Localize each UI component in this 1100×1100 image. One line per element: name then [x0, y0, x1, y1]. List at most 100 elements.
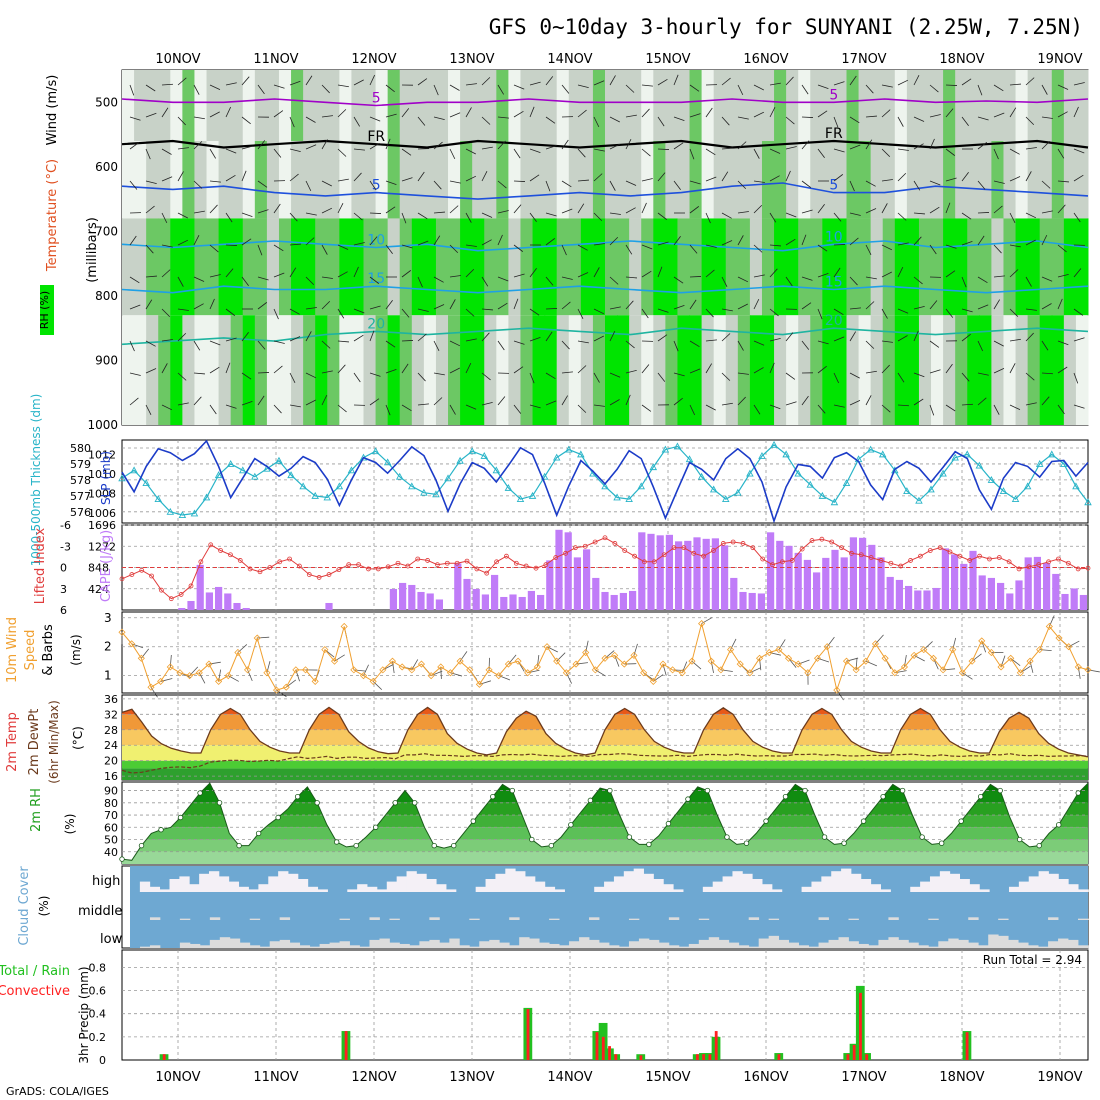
wind-barb — [769, 362, 775, 374]
cloud-cell — [1028, 876, 1040, 892]
cape-bar — [997, 582, 1005, 610]
wind-barb — [417, 333, 427, 342]
cape-bar — [886, 576, 894, 610]
humidity-marker — [626, 834, 633, 840]
contour-label: FR — [825, 126, 843, 142]
wind-barb — [257, 372, 270, 374]
wind-barb — [353, 242, 365, 246]
wind-barb — [529, 174, 540, 182]
wind-barb — [1009, 244, 1021, 248]
rh-cell — [278, 315, 292, 425]
humidity-marker — [1036, 842, 1042, 849]
wind-barb — [1073, 148, 1085, 154]
wind-barb — [289, 80, 301, 86]
wind-barb — [193, 276, 205, 282]
axis-title: Lifted Index — [33, 527, 48, 604]
axis-title: 2m DewPt — [27, 709, 42, 776]
wind-marker — [920, 646, 928, 654]
wind-barb — [177, 308, 189, 311]
y-tick-label: 90 — [104, 785, 118, 798]
wind-barb — [193, 210, 205, 214]
wind-barb — [945, 244, 957, 249]
lifted-marker — [927, 548, 933, 553]
wind-barb — [689, 340, 700, 348]
cape-bar — [831, 549, 839, 610]
cloud-cell — [599, 942, 610, 948]
wind-barb — [929, 114, 941, 118]
wind-marker — [949, 646, 957, 654]
rh-cell — [641, 218, 654, 316]
wind-barb — [785, 332, 794, 342]
wind-barb — [449, 244, 459, 254]
lifted-marker — [937, 545, 943, 551]
cloud-cell — [604, 881, 615, 892]
wind-barb — [817, 244, 828, 252]
thickness-marker — [830, 498, 839, 506]
wind-barb — [193, 116, 205, 120]
lifted-marker — [987, 556, 992, 562]
wind-barb — [241, 212, 253, 217]
cloud-cell — [367, 886, 378, 892]
wind-barb — [273, 110, 284, 118]
wind-barb — [993, 275, 1005, 278]
lifted-marker — [760, 556, 766, 562]
cloud-cell — [139, 881, 151, 892]
cloud-cell — [549, 943, 560, 948]
day-label-top: 12NOV — [351, 52, 396, 67]
lifted-marker — [740, 541, 746, 546]
wind-barb — [145, 205, 155, 214]
rh-cell — [979, 315, 992, 425]
cloud-cell — [658, 942, 670, 948]
wind-barb — [609, 180, 616, 191]
day-label-top: 16NOV — [743, 52, 788, 67]
wind-barb — [289, 267, 297, 278]
wind-barb — [721, 276, 728, 287]
rh-cell — [967, 141, 980, 219]
cape-bar — [1070, 588, 1078, 610]
axis-title: 2m RH — [29, 788, 44, 832]
rh-cell — [387, 218, 401, 316]
lifted-marker — [228, 552, 233, 558]
thickness-marker — [866, 445, 875, 453]
wind-marker — [1055, 634, 1063, 642]
cloud-cell — [888, 937, 899, 948]
rh-cell — [266, 141, 280, 219]
wind-barb — [401, 148, 412, 156]
thickness-marker — [142, 479, 150, 487]
cloud-cell — [623, 871, 635, 892]
lifted-marker — [967, 558, 973, 563]
thickness-marker — [565, 445, 573, 453]
wind-barb — [160, 678, 173, 682]
wind-barb — [817, 203, 825, 214]
rh-cell — [605, 141, 618, 219]
rh-cell — [520, 218, 534, 316]
rh-cell — [1015, 218, 1029, 316]
wind-barb — [225, 268, 234, 278]
rh-cell — [1051, 141, 1065, 219]
rh-cell — [979, 141, 992, 219]
lifted-marker — [513, 560, 519, 566]
axis-title: (m/s) — [69, 634, 83, 665]
wind-barb — [529, 337, 541, 342]
lifted-marker — [533, 565, 539, 571]
wind-barb — [225, 337, 237, 342]
y-tick-right: 1008 — [88, 488, 116, 501]
wind-barb — [657, 172, 666, 182]
wind-barb — [129, 116, 141, 121]
rh-cell — [182, 141, 195, 219]
wind-barb — [337, 178, 349, 182]
wind-barb — [305, 276, 315, 286]
humidity-marker — [470, 818, 476, 824]
wind-barb — [769, 404, 781, 410]
wind-barb — [801, 395, 809, 406]
lifted-marker — [346, 562, 352, 568]
wind-barb — [465, 148, 476, 155]
humidity-marker — [119, 856, 125, 862]
rh-cell — [991, 70, 1004, 141]
rh-cell — [955, 218, 968, 316]
thickness-marker — [951, 453, 959, 461]
lifted-marker — [287, 556, 292, 562]
wind-barb — [497, 276, 509, 282]
lifted-marker — [454, 560, 460, 566]
wind-barb — [177, 171, 184, 182]
